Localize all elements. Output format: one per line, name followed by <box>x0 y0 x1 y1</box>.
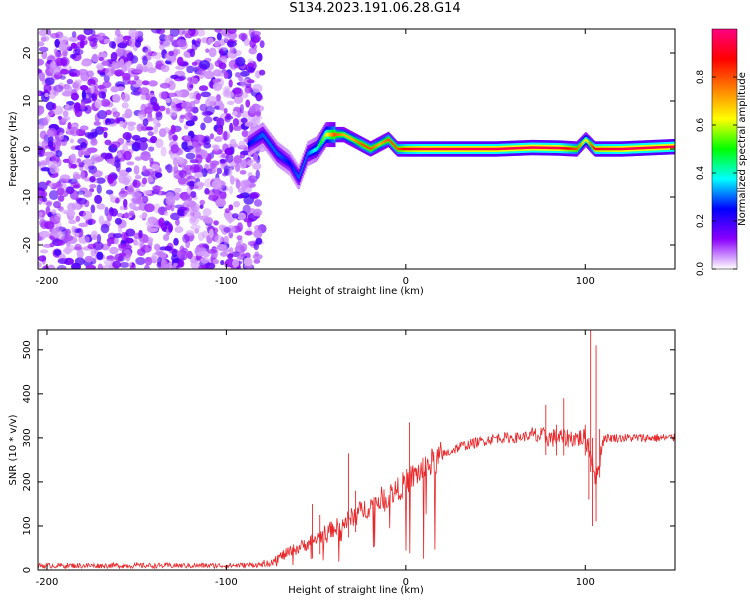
colorbar-gradient <box>711 28 738 270</box>
y-tick: 20 <box>22 47 675 60</box>
spectrogram-y-label: Frequency (Hz) <box>8 111 19 187</box>
svg-text:-100: -100 <box>215 276 238 287</box>
x-tick: 100 <box>576 330 595 588</box>
svg-text:0.2: 0.2 <box>696 214 706 228</box>
svg-text:20: 20 <box>22 47 33 60</box>
svg-text:0.8: 0.8 <box>696 70 706 85</box>
snr-frame <box>37 329 676 571</box>
svg-text:0.0: 0.0 <box>696 262 706 277</box>
svg-text:100: 100 <box>576 276 595 287</box>
y-tick: 200 <box>22 472 675 491</box>
y-tick: 0 <box>22 146 675 152</box>
snr-panel: -200 -100 0 100 0 100 200 300 400 500 Height of … <box>8 329 676 596</box>
svg-text:-20: -20 <box>22 237 33 253</box>
svg-text:0.4: 0.4 <box>696 166 706 181</box>
ridge-trace <box>247 122 675 190</box>
colorbar: 0.0 0.2 0.4 0.6 0.8 Normalized spectral ampl… <box>696 28 748 277</box>
snr-x-label: Height of straight line (km) <box>288 585 424 596</box>
colorbar-ticks: 0.0 0.2 0.4 0.6 0.8 <box>696 70 737 277</box>
svg-text:10: 10 <box>22 95 33 108</box>
y-tick: 300 <box>22 428 675 447</box>
spectrogram-x-ticks: -200 -100 0 100 <box>36 29 595 287</box>
spectrogram-y-ticks: -20 -10 0 10 20 <box>22 47 675 253</box>
snr-y-label: SNR (10 * v/v) <box>8 414 19 485</box>
colorbar-tick: 0.6 <box>696 118 737 133</box>
colorbar-label: Normalized spectral amplitude <box>737 72 748 226</box>
svg-text:0: 0 <box>403 577 409 588</box>
svg-text:0: 0 <box>22 146 33 152</box>
svg-text:500: 500 <box>22 340 33 359</box>
snr-y-ticks: 0 100 200 300 400 500 <box>22 340 675 573</box>
x-tick: 0 <box>403 29 409 287</box>
y-tick: 500 <box>22 340 675 359</box>
snr-line <box>38 426 675 570</box>
svg-text:-100: -100 <box>215 577 238 588</box>
y-tick: -20 <box>22 237 675 253</box>
y-tick: 100 <box>22 516 675 536</box>
svg-text:0: 0 <box>22 567 33 573</box>
colorbar-tick: 0.8 <box>696 70 737 85</box>
svg-text:100: 100 <box>576 577 595 588</box>
svg-text:100: 100 <box>22 516 33 535</box>
svg-text:0.6: 0.6 <box>696 118 706 133</box>
x-tick: 100 <box>576 29 595 287</box>
colorbar-tick: 0.0 <box>696 262 737 277</box>
noise-speckle <box>38 29 267 269</box>
colorbar-tick: 0.4 <box>696 166 737 181</box>
x-tick: -200 <box>36 29 59 287</box>
x-tick: -100 <box>215 29 238 287</box>
snr-x-ticks: -200 -100 0 100 <box>36 330 595 588</box>
svg-text:0: 0 <box>403 276 409 287</box>
spectrogram-image <box>38 29 675 269</box>
y-tick: 400 <box>22 384 675 403</box>
svg-text:300: 300 <box>22 428 33 447</box>
colorbar-tick: 0.2 <box>696 214 737 228</box>
snr-plot-area <box>38 330 675 570</box>
y-tick: 0 <box>22 567 675 573</box>
svg-text:-10: -10 <box>22 189 33 205</box>
x-tick: 0 <box>403 330 409 588</box>
svg-text:400: 400 <box>22 384 33 403</box>
svg-text:-200: -200 <box>36 276 59 287</box>
x-tick: -100 <box>215 330 238 588</box>
svg-text:200: 200 <box>22 472 33 491</box>
svg-text:-200: -200 <box>36 577 59 588</box>
y-tick: 10 <box>22 95 675 108</box>
x-tick: -200 <box>36 330 59 588</box>
spectrogram-x-label: Height of straight line (km) <box>288 286 424 297</box>
figure-title: S134.2023.191.06.28.G14 <box>289 1 461 16</box>
y-tick: -10 <box>22 189 675 205</box>
